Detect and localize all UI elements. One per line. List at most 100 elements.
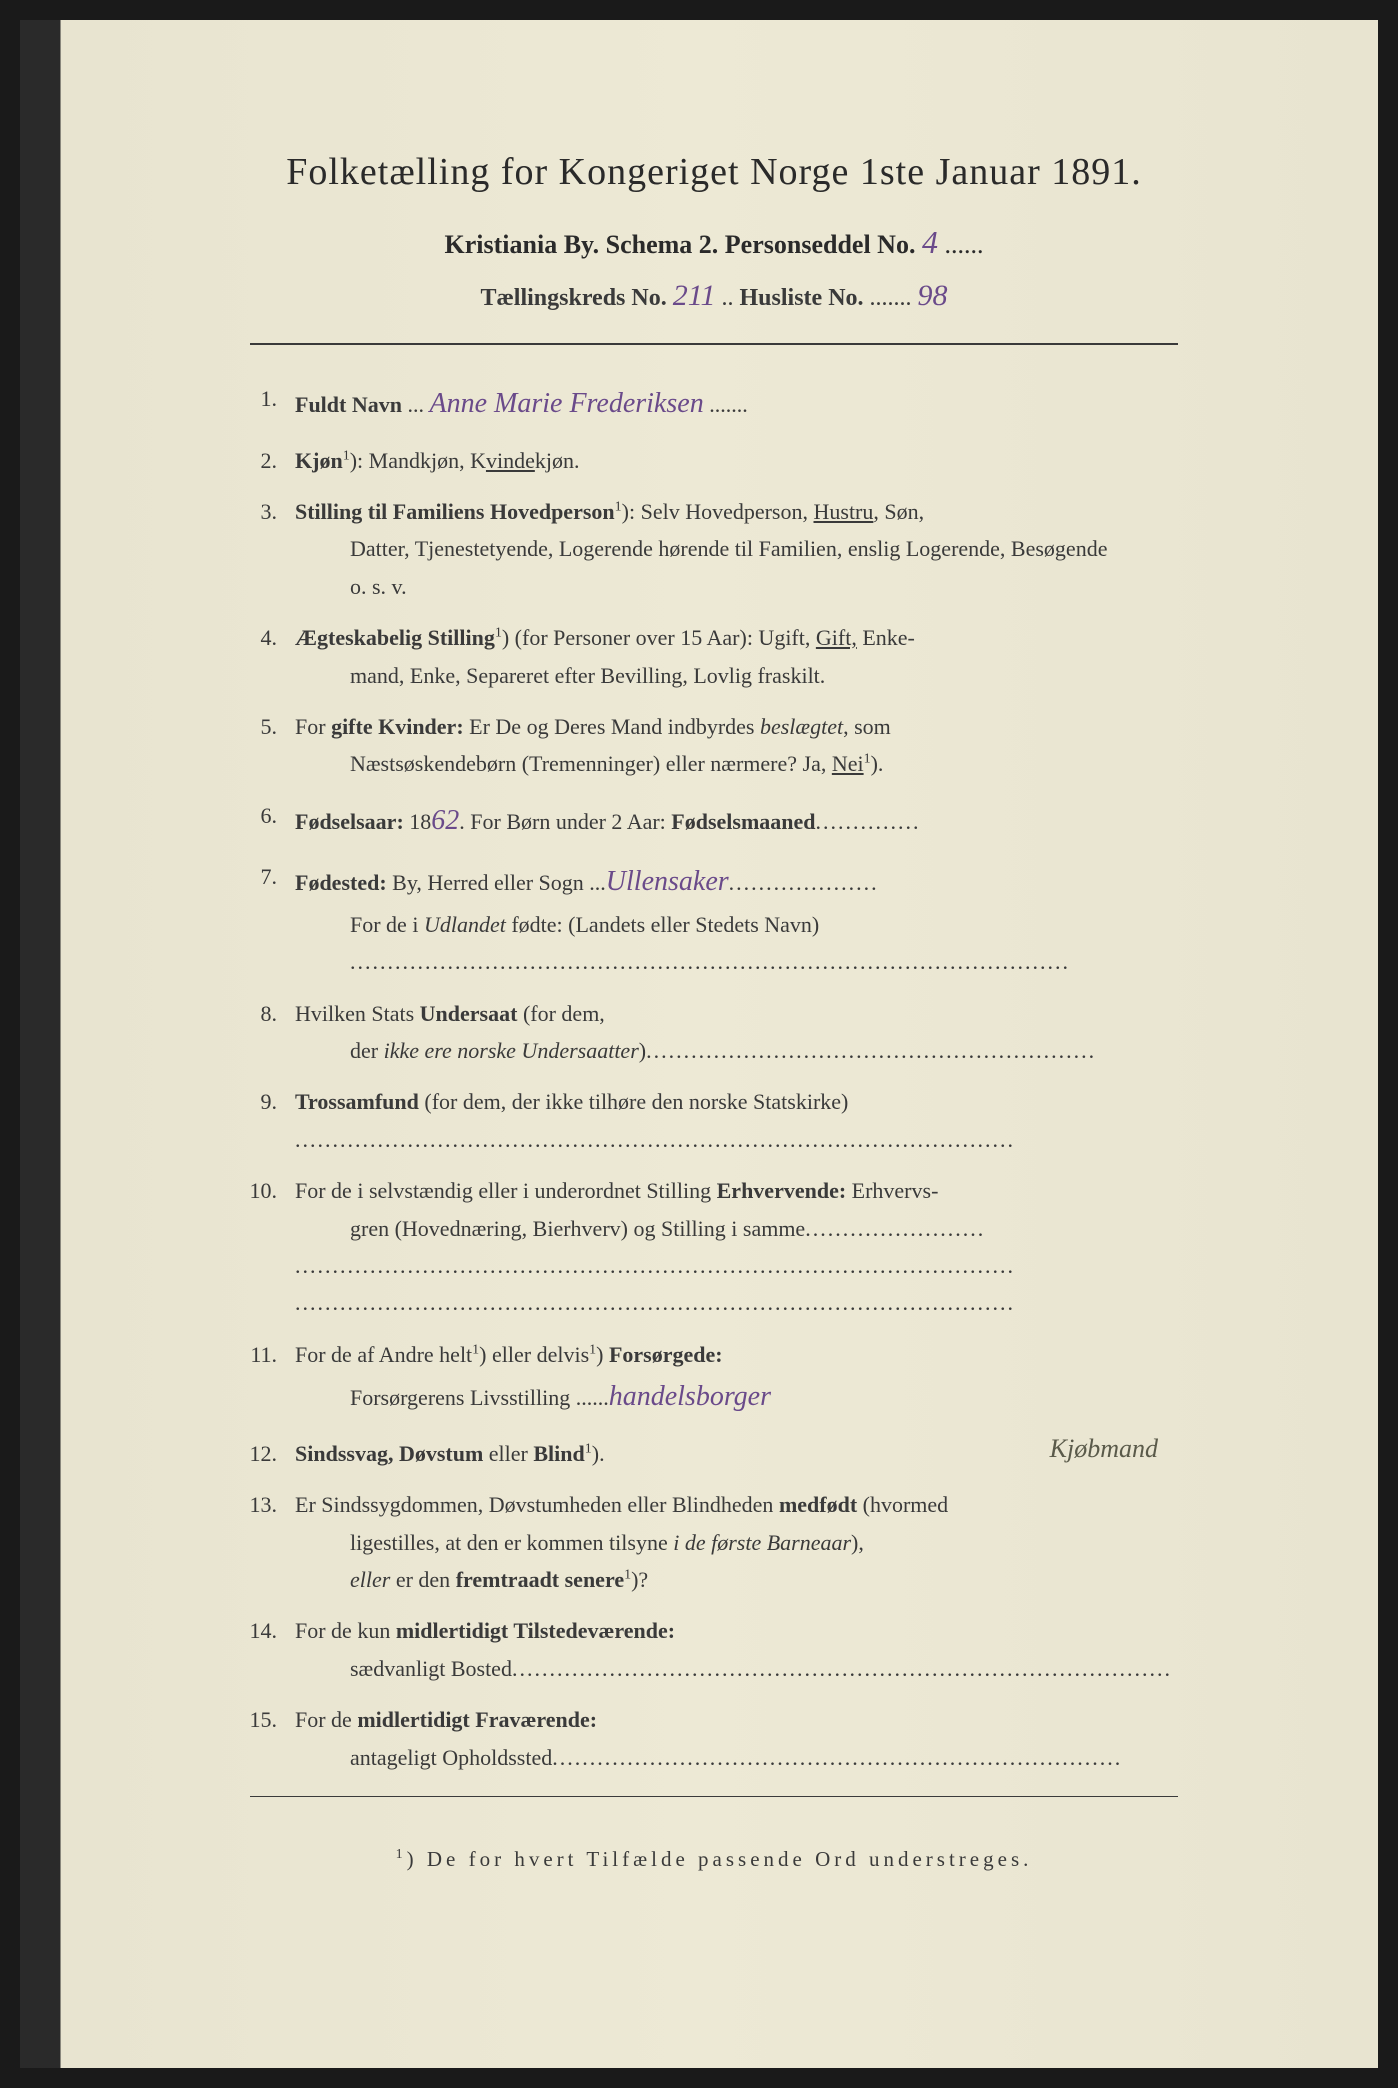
item-num: 2. (240, 442, 295, 479)
rest: ): Mandkjøn, K (350, 448, 486, 473)
item-num: 4. (240, 619, 295, 694)
census-form-page: Folketælling for Kongeriget Norge 1ste J… (20, 20, 1378, 2068)
label: Sindssvag, Døvstum (295, 1441, 483, 1466)
item-num: 1. (240, 380, 295, 428)
item-body: Ægteskabelig Stilling1) (for Personer ov… (295, 619, 1188, 694)
subtitle-line-2: Tællingskreds No. 211 .. Husliste No. ..… (200, 279, 1228, 313)
label: Undersaat (420, 1001, 518, 1026)
label: midlertidigt Tilstedeværende: (396, 1618, 675, 1643)
sup: 1 (615, 500, 622, 515)
subtitle-line-1: Kristiania By. Schema 2. Personseddel No… (200, 224, 1228, 261)
item-5: 5. For gifte Kvinder: Er De og Deres Man… (240, 708, 1188, 783)
rest: (for dem, (517, 1001, 604, 1026)
item-7: 7. Fødested: By, Herred eller Sogn ...Ul… (240, 858, 1188, 980)
side-note: Kjøbmand (1050, 1427, 1158, 1471)
item-num: 3. (240, 493, 295, 605)
item-num: 10. (240, 1172, 295, 1322)
footnote-sup: 1 (396, 1847, 407, 1862)
cont: ligestilles, at den er kommen tilsyne (350, 1530, 673, 1555)
footnote: 1) De for hvert Tilfælde passende Ord un… (200, 1847, 1228, 1872)
item-body: For gifte Kvinder: Er De og Deres Mand i… (295, 708, 1188, 783)
item-num: 9. (240, 1083, 295, 1158)
item-num: 11. (240, 1336, 295, 1421)
cont-line: sædvanligt Bosted.......................… (295, 1650, 1188, 1687)
cont-line: Forsørgerens Livsstilling ......handelsb… (295, 1373, 1188, 1421)
item-num: 8. (240, 995, 295, 1070)
rest: (hvormed (857, 1492, 948, 1517)
cont-dotted: ........................................… (512, 1656, 1172, 1681)
label: gifte Kvinder: (331, 714, 464, 739)
item-body: Fødested: By, Herred eller Sogn ...Ullen… (295, 858, 1188, 980)
cont: der (350, 1038, 384, 1063)
label: Forsørgede: (609, 1342, 723, 1367)
prefix: For de i selvstændig eller i underordnet… (295, 1178, 717, 1203)
birthplace-value: Ullensaker (606, 866, 729, 897)
provider-value: handelsborger (609, 1381, 771, 1412)
item-body: Hvilken Stats Undersaat (for dem, der ik… (295, 995, 1188, 1070)
cont-rest: ), (851, 1530, 864, 1555)
cont: For de i (350, 912, 424, 937)
husliste-dots: ....... (870, 285, 912, 311)
cont: Forsørgerens Livsstilling (350, 1385, 576, 1410)
rest: eller (483, 1441, 533, 1466)
sup: 1 (495, 626, 502, 641)
prefix: For (295, 714, 331, 739)
dots: ... (407, 392, 424, 417)
dots: ... (589, 870, 606, 895)
item-body: For de af Andre helt1) eller delvis1) Fo… (295, 1336, 1188, 1421)
label: Fødested: (295, 870, 387, 895)
item-num: 12. (240, 1435, 295, 1472)
item-num: 13. (240, 1486, 295, 1598)
cont-line: Næstsøskendebørn (Tremenninger) eller næ… (295, 745, 1188, 782)
item-num: 15. (240, 1701, 295, 1776)
cont-ital: i de første Barneaar (673, 1530, 851, 1555)
mid: ) eller delvis (479, 1342, 589, 1367)
cont-line: For de i Udlandet fødte: (Landets eller … (295, 906, 1188, 943)
dotted: .................... (729, 870, 879, 895)
rest2: ). (592, 1441, 605, 1466)
cont-ital: Udlandet (424, 912, 506, 937)
husliste-label: Husliste No. (740, 285, 864, 311)
cont2-line: eller er den fremtraadt senere1)? (295, 1561, 1188, 1598)
item-body: Stilling til Familiens Hovedperson1): Se… (295, 493, 1188, 605)
item-body: Fødselsaar: 1862. For Børn under 2 Aar: … (295, 797, 1188, 845)
rest: Er De og Deres Mand indbyrdes (464, 714, 760, 739)
item-15: 15. For de midlertidigt Fraværende: anta… (240, 1701, 1188, 1776)
year-value: 62 (431, 805, 459, 836)
cont2-rest: er den (390, 1567, 455, 1592)
dots: ...... (576, 1385, 609, 1410)
cont: gren (Hovednæring, Bierhverv) og Stillin… (350, 1216, 805, 1241)
cont2-ital: eller (350, 1567, 390, 1592)
item-8: 8. Hvilken Stats Undersaat (for dem, der… (240, 995, 1188, 1070)
cont-dotted: ........................................… (552, 1745, 1122, 1770)
rest: ) (for Personer over 15 Aar): Ugift, (502, 625, 816, 650)
cont-rest: ). (871, 751, 884, 776)
item-10: 10. For de i selvstændig eller i underor… (240, 1172, 1188, 1322)
item-num: 7. (240, 858, 295, 980)
dotted: .............. (816, 809, 921, 834)
cont-under: Nei (832, 751, 864, 776)
husliste-number: 98 (918, 279, 948, 312)
name-value: Anne Marie Frederiksen (429, 388, 703, 419)
item-13: 13. Er Sindssygdommen, Døvstumheden elle… (240, 1486, 1188, 1598)
rest: ) (596, 1342, 609, 1367)
cont-line: ligestilles, at den er kommen tilsyne i … (295, 1524, 1188, 1561)
rest: ): Selv Hovedperson, (622, 499, 814, 524)
rest2: kjøn. (535, 448, 580, 473)
label: midlertidigt Fraværende: (357, 1707, 597, 1732)
item-1: 1. Fuldt Navn ... Anne Marie Frederiksen… (240, 380, 1188, 428)
item-3: 3. Stilling til Familiens Hovedperson1):… (240, 493, 1188, 605)
cont2: o. s. v. (295, 568, 1188, 605)
cont: Næstsøskendebørn (Tremenninger) eller næ… (350, 751, 832, 776)
underline: vinde (486, 448, 535, 473)
prefix: For de (295, 1707, 357, 1732)
item-num: 5. (240, 708, 295, 783)
rest: By, Herred eller Sogn (387, 870, 590, 895)
rest: 18 (404, 809, 432, 834)
subtitle-dots: ...... (944, 230, 983, 259)
personseddel-number: 4 (922, 224, 938, 260)
kreds-number: 211 (673, 279, 716, 312)
cont-sup: 1 (864, 752, 871, 767)
prefix: For de af Andre helt (295, 1342, 472, 1367)
form-content: Folketælling for Kongeriget Norge 1ste J… (170, 110, 1258, 1912)
